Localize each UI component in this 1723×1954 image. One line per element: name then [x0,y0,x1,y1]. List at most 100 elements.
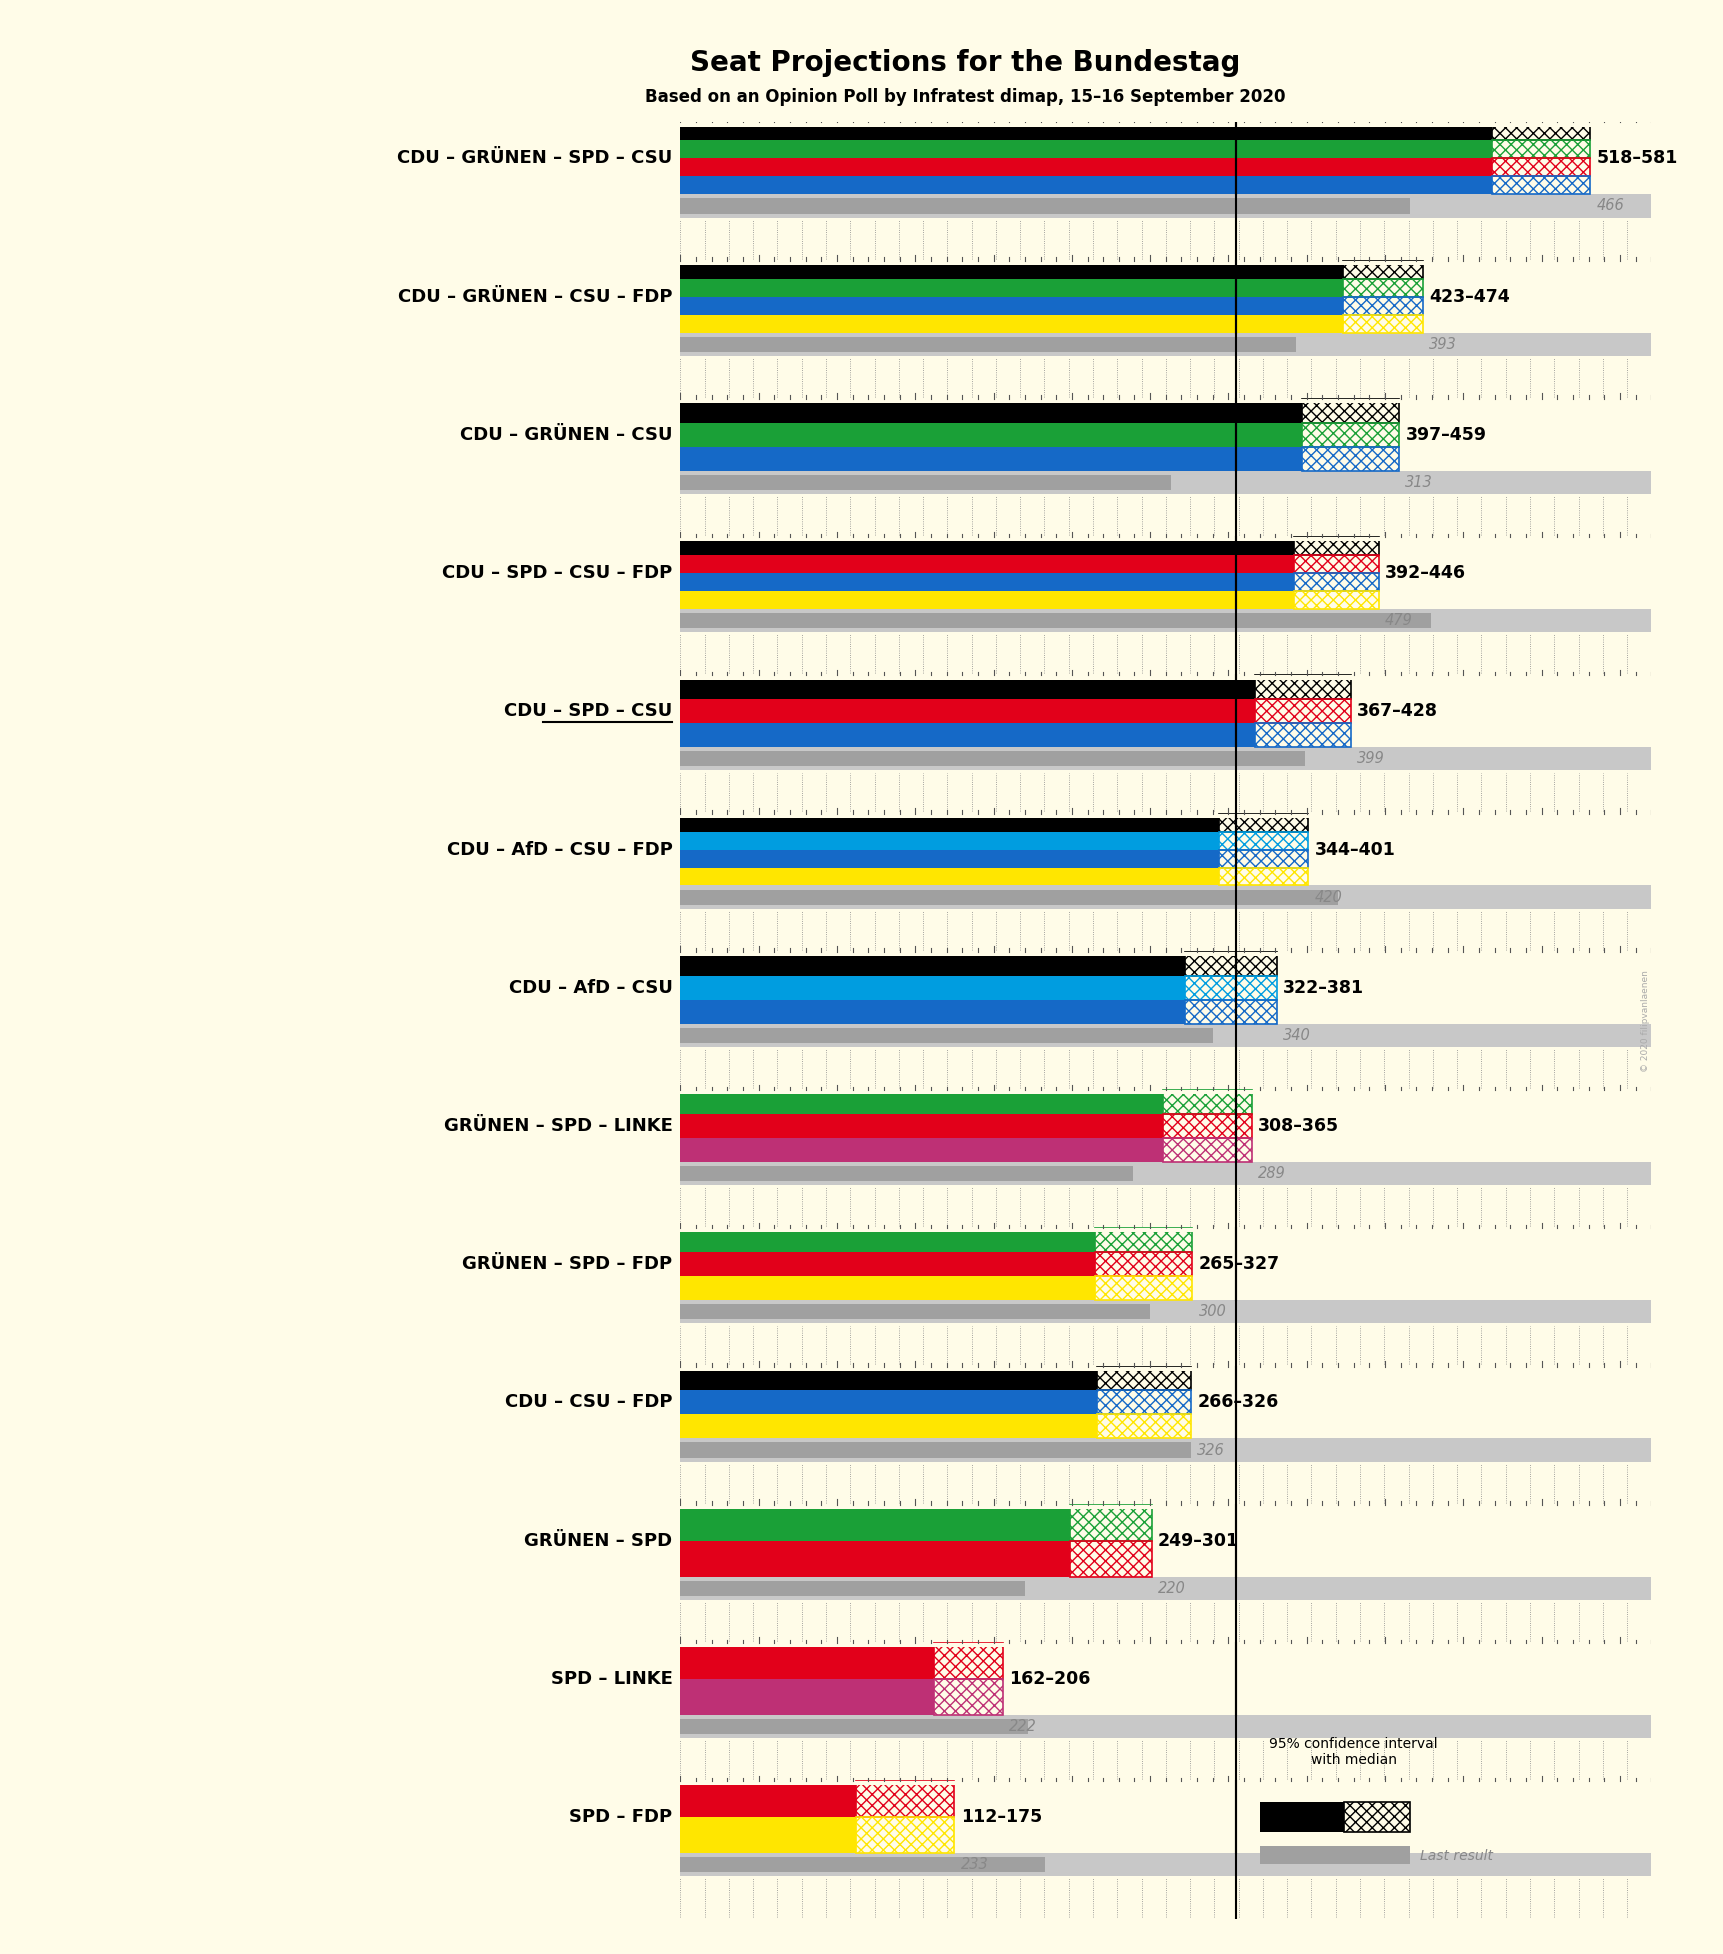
Bar [681,471,1651,494]
Bar [1342,315,1421,332]
Bar [681,123,1651,127]
Bar [1254,700,1349,723]
Bar [681,1229,1094,1253]
Bar [681,723,1254,746]
Bar [681,1276,1094,1299]
Bar [1096,1366,1191,1391]
Bar [681,1577,1651,1600]
Bar [681,1047,1651,1090]
Text: GRÜNEN – SPD – FDP: GRÜNEN – SPD – FDP [462,1254,672,1274]
Bar [681,700,1254,723]
Text: 392–446: 392–446 [1384,565,1465,582]
Bar [1094,1253,1192,1276]
Bar [1490,158,1589,176]
Bar [1260,1847,1409,1864]
Text: SPD – LINKE: SPD – LINKE [550,1671,672,1688]
Bar [1294,555,1378,573]
Bar [681,399,1651,403]
Bar [681,1720,1027,1733]
Text: GRÜNEN – SPD: GRÜNEN – SPD [524,1532,672,1550]
Bar [681,422,1301,447]
Text: 479: 479 [1384,614,1413,627]
Bar [681,975,1184,1000]
Bar [1161,1090,1251,1114]
Bar [681,746,1651,770]
Bar [681,1415,1096,1438]
Bar [681,336,1296,352]
Bar [681,193,1651,217]
Text: 220: 220 [1158,1581,1185,1596]
Bar [681,1167,1132,1180]
Bar [681,952,1651,956]
Bar [1094,1276,1192,1299]
Text: 112–175: 112–175 [960,1807,1041,1827]
Bar [681,279,1342,297]
Bar [681,297,1342,315]
Text: 266–326: 266–326 [1196,1393,1278,1411]
Bar [681,315,1342,332]
Text: CDU – GRÜNEN – SPD – CSU: CDU – GRÜNEN – SPD – CSU [396,149,672,168]
Bar [1096,1415,1191,1438]
Bar [681,1323,1651,1366]
Bar [681,1540,1070,1577]
Bar [681,1817,855,1852]
Bar [1490,123,1589,141]
Bar [681,1442,1191,1458]
Bar [681,1852,1651,1876]
Bar [1260,1802,1344,1833]
Bar [681,1253,1094,1276]
Text: CDU – AfD – CSU: CDU – AfD – CSU [508,979,672,997]
Bar [681,676,1651,680]
Bar [681,1581,1023,1596]
Bar [681,356,1651,399]
Bar [681,832,1218,850]
Text: 344–401: 344–401 [1315,840,1394,858]
Bar [681,813,1218,832]
Bar [681,1505,1651,1508]
Bar [681,1303,1149,1319]
Text: 249–301: 249–301 [1158,1532,1239,1550]
Bar [681,1366,1651,1370]
Bar [1301,447,1399,471]
Bar [681,1505,1070,1540]
Text: 397–459: 397–459 [1404,426,1485,444]
Text: 326: 326 [1196,1442,1223,1458]
Bar [681,1024,1651,1047]
Bar [1184,1000,1277,1024]
Bar [681,573,1294,590]
Text: 289: 289 [1258,1167,1285,1180]
Text: CDU – CSU – FDP: CDU – CSU – FDP [505,1393,672,1411]
Bar [1218,832,1308,850]
Text: CDU – GRÜNEN – CSU: CDU – GRÜNEN – CSU [460,426,672,444]
Bar [681,1739,1651,1782]
Bar [681,676,1254,700]
Bar [1490,176,1589,193]
Bar [681,633,1651,676]
Text: 265–327: 265–327 [1197,1254,1278,1274]
Bar [681,475,1170,490]
Bar [681,1028,1211,1043]
Bar [681,1299,1651,1323]
Bar [681,1678,934,1716]
Bar [681,158,1490,176]
Bar [681,1600,1651,1643]
Text: 233: 233 [960,1856,987,1872]
Text: 322–381: 322–381 [1282,979,1363,997]
Bar [681,1876,1651,1919]
Bar [1344,1802,1409,1833]
Bar [1184,952,1277,975]
Bar [1301,422,1399,447]
Text: CDU – SPD – CSU: CDU – SPD – CSU [503,701,672,721]
Bar [681,1856,1044,1872]
Bar [681,141,1490,158]
Bar [1218,850,1308,868]
Bar [1490,141,1589,158]
Bar [681,889,1337,905]
Bar [681,332,1651,356]
Bar [681,590,1294,610]
Bar [681,1716,1651,1739]
Text: Last result: Last result [1418,1848,1492,1862]
Bar [681,494,1651,537]
Bar [681,537,1651,541]
Bar [681,537,1294,555]
